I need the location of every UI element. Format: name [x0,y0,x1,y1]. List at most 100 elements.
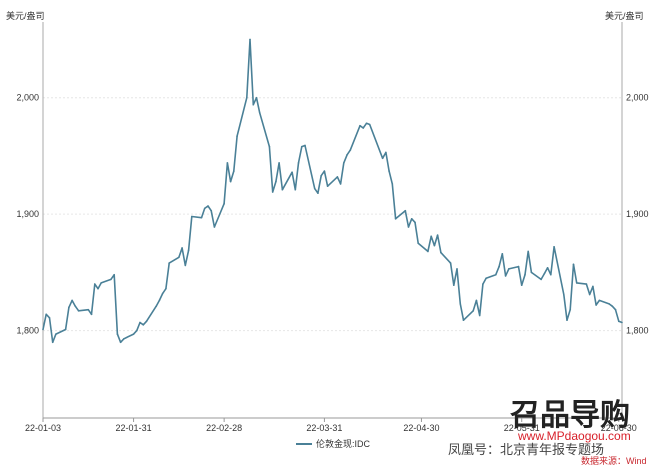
data-point [136,329,138,332]
data-point [562,293,565,296]
series-line [42,38,623,344]
watermark: 召品导购 www.MPdaogou.com 凤凰号：北京青年报专题场 数据来源：… [448,399,647,466]
data-point [501,252,504,255]
data-point [430,235,432,238]
data-point [478,314,481,317]
data-point [507,268,510,270]
data-point [278,162,280,164]
data-point [268,145,271,148]
data-point [297,162,300,164]
data-point [323,170,326,172]
data-point [407,226,410,228]
data-point [90,313,93,316]
data-point [123,338,125,340]
grid [43,97,622,332]
data-point [178,256,180,259]
data-point [200,216,203,219]
data-point [187,249,190,252]
data-point [611,305,614,307]
data-point [313,187,316,190]
data-point [365,122,368,125]
data-point [100,282,103,284]
data-point [436,234,439,236]
data-point [181,247,183,249]
data-point [71,299,73,302]
data-point [132,333,135,335]
data-point [614,308,617,311]
data-point [158,299,161,302]
data-point [68,306,70,309]
data-point [410,218,413,220]
y-tick-label-left: 2,000 [16,93,39,103]
data-point [598,299,601,302]
data-point [142,324,145,326]
data-point [572,263,575,266]
data-point [362,127,365,129]
data-point [320,174,322,177]
data-point [229,180,232,183]
data-point [485,277,487,280]
data-point [255,96,258,99]
data-point [530,271,533,274]
y-tick-label-right: 1,800 [626,326,649,336]
data-point [404,209,407,212]
y-ticks-left: 1,800 1,900 2,000 [16,93,39,336]
x-tick-label: 22-04-30 [403,423,439,433]
x-tick-label: 22-01-31 [116,423,152,433]
data-point [595,304,597,306]
data-point [388,170,390,172]
data-point [385,151,387,154]
data-point [462,319,465,321]
watermark-site: www.MPdaogou.com [517,429,631,443]
data-point [64,328,67,331]
watermark-source-line: 凤凰号：北京青年报专题场 [448,442,604,457]
data-point [546,266,549,269]
data-point [456,268,458,270]
data-point [452,284,455,287]
data-point [608,303,610,305]
data-point [566,319,568,321]
data-point [368,123,371,126]
data-point [203,207,206,210]
data-point [87,308,90,311]
data-point [433,244,436,247]
data-point [617,320,620,323]
legend[interactable]: 伦敦金现:IDC [296,438,371,449]
y-tick-label-left: 1,900 [16,209,39,219]
data-point [281,188,284,191]
data-point [45,313,48,316]
data-point [414,221,416,224]
data-point [48,317,51,319]
data-point [145,320,148,323]
y-tick-label-left: 1,800 [16,326,39,336]
data-point [55,333,57,335]
data-point [252,103,255,106]
data-point [585,283,588,285]
data-point [51,341,54,344]
x-tick-label: 22-06-30 [601,423,637,433]
data-point [482,283,484,285]
data-point [517,265,520,268]
data-point [527,250,529,253]
data-point [550,273,552,276]
y-tick-label-right: 2,000 [626,93,649,103]
x-tick-label: 22-03-31 [306,423,342,433]
data-point [349,149,352,151]
right-unit-label: 美元/盎司 [605,10,644,21]
data-point [575,282,578,284]
data-point [540,278,542,281]
data-point [588,293,591,296]
data-point [110,278,112,281]
data-point [427,250,429,253]
watermark-brand: 召品导购 [509,399,630,432]
data-point [553,245,555,248]
data-point [258,112,261,114]
data-point [343,162,345,164]
watermark-data-source: 数据来源：Wind [581,455,647,466]
data-point [294,188,297,191]
data-point [336,176,339,178]
data-point [498,265,500,268]
data-point [236,135,238,137]
data-point [155,305,158,307]
data-point [472,310,475,312]
